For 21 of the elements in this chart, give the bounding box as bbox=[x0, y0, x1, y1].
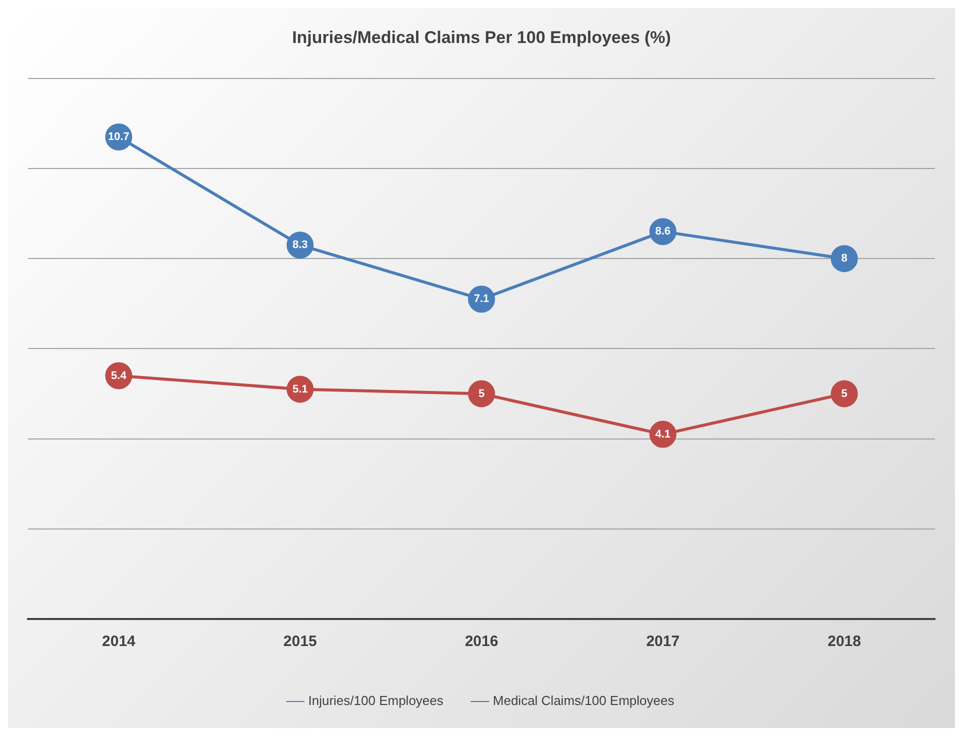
data-label: 10.7 bbox=[108, 130, 130, 143]
legend-label: Injuries/100 Employees bbox=[308, 693, 444, 708]
x-tick-label: 2017 bbox=[646, 633, 680, 650]
data-label: 5.1 bbox=[292, 383, 308, 396]
chart-title: Injuries/Medical Claims Per 100 Employees (%) bbox=[292, 28, 671, 47]
data-label: 8.6 bbox=[655, 226, 671, 238]
data-label: 8.3 bbox=[292, 239, 308, 252]
x-tick-label: 2015 bbox=[283, 633, 317, 650]
point bbox=[830, 380, 858, 408]
data-label: 5 bbox=[841, 388, 848, 400]
data-label: 4.1 bbox=[655, 428, 671, 440]
data-label: 5 bbox=[478, 388, 485, 400]
data-label: 8 bbox=[841, 252, 848, 265]
x-tick-label: 2018 bbox=[828, 633, 861, 650]
point bbox=[468, 380, 495, 408]
point bbox=[830, 245, 858, 272]
legend-label: Medical Claims/100 Employees bbox=[492, 693, 675, 708]
x-tick-label: 2016 bbox=[464, 633, 498, 650]
data-label: 5.4 bbox=[111, 370, 128, 382]
data-label: 7.1 bbox=[474, 293, 490, 306]
x-tick-label: 2014 bbox=[102, 633, 136, 650]
